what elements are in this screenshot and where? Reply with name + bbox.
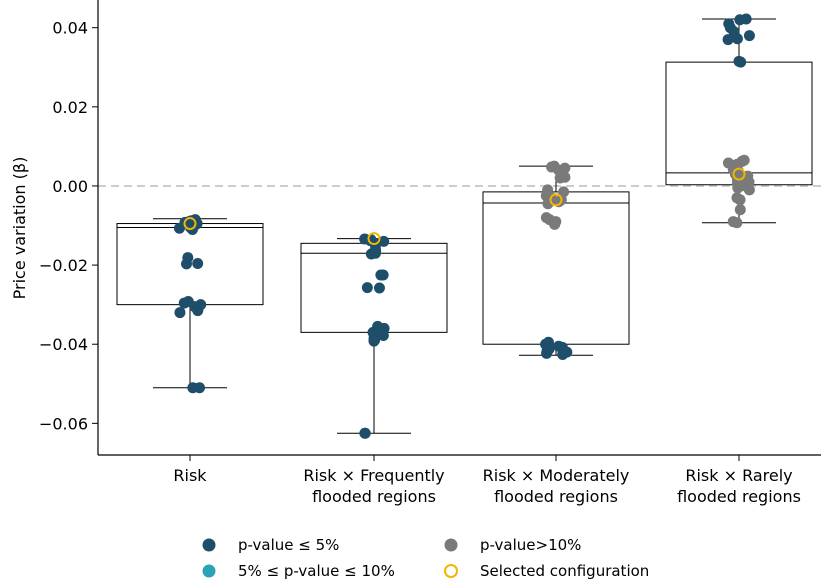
y-axis: 0.04 0.02 0.00 −0.02 −0.04 −0.06 (39, 0, 99, 455)
data-point (192, 305, 204, 317)
data-point (192, 258, 204, 270)
legend-marker (202, 564, 216, 578)
selected-config-marker (367, 232, 381, 246)
data-point (722, 34, 734, 46)
data-point (365, 248, 377, 260)
x-tick-label: Risk × Rarely flooded regions (677, 466, 801, 506)
x-tick-label: Risk × Moderately flooded regions (483, 466, 630, 506)
data-point (731, 33, 743, 45)
legend-label: p-value>10% (480, 536, 581, 554)
legend-marker (444, 538, 458, 552)
data-point (549, 218, 561, 230)
x-axis: Risk Risk × Frequently flooded regions Risk… (98, 454, 821, 506)
y-tick-label: −0.02 (39, 256, 88, 275)
legend-item-ns: p-value>10% (444, 536, 581, 554)
data-point (557, 349, 569, 361)
x-tick-label: Risk (173, 466, 207, 485)
data-point (554, 172, 566, 184)
legend-label: 5% ≤ p-value ≤ 10% (238, 562, 395, 580)
legend-item-sig10: 5% ≤ p-value ≤ 10% (202, 562, 395, 580)
y-tick-label: 0.00 (52, 177, 88, 196)
legend-label: Selected configuration (480, 562, 649, 580)
legend-item-selected: Selected configuration (444, 562, 649, 580)
legend-item-sig5: p-value ≤ 5% (202, 536, 339, 554)
data-point (174, 307, 186, 319)
data-point (732, 182, 744, 194)
data-point (743, 30, 755, 42)
legend-label: p-value ≤ 5% (238, 536, 339, 554)
data-point (541, 347, 553, 359)
data-point (194, 382, 206, 394)
selected-config-marker (732, 167, 746, 181)
y-tick-label: 0.04 (52, 19, 88, 38)
data-point (359, 427, 371, 439)
data-point (178, 297, 190, 309)
y-axis-label: Price variation (β) (10, 157, 29, 300)
selected-config-marker (549, 193, 563, 207)
x-tick-label: Risk × Frequently flooded regions (303, 466, 444, 506)
data-point (375, 269, 387, 281)
data-point (373, 282, 385, 294)
data-point (173, 222, 185, 234)
data-point (735, 56, 747, 68)
points-group-4 (722, 13, 755, 229)
data-point (731, 217, 743, 229)
legend: p-value ≤ 5% p-value>10% 5% ≤ p-value ≤ 10… (202, 536, 649, 580)
legend-marker (202, 538, 216, 552)
data-point (743, 184, 755, 196)
data-point (180, 258, 192, 270)
y-tick-label: −0.06 (39, 414, 88, 433)
legend-marker (444, 564, 458, 578)
data-point (377, 330, 389, 342)
selected-config-marker (183, 217, 197, 231)
data-point (378, 235, 390, 247)
data-point (368, 335, 380, 347)
plot-area (98, 13, 821, 439)
data-point (734, 194, 746, 206)
data-point (734, 14, 746, 26)
iqr-box (482, 191, 630, 345)
data-point (361, 282, 373, 294)
y-tick-label: 0.02 (52, 98, 88, 117)
data-point (734, 204, 746, 216)
y-tick-label: −0.04 (39, 335, 88, 354)
